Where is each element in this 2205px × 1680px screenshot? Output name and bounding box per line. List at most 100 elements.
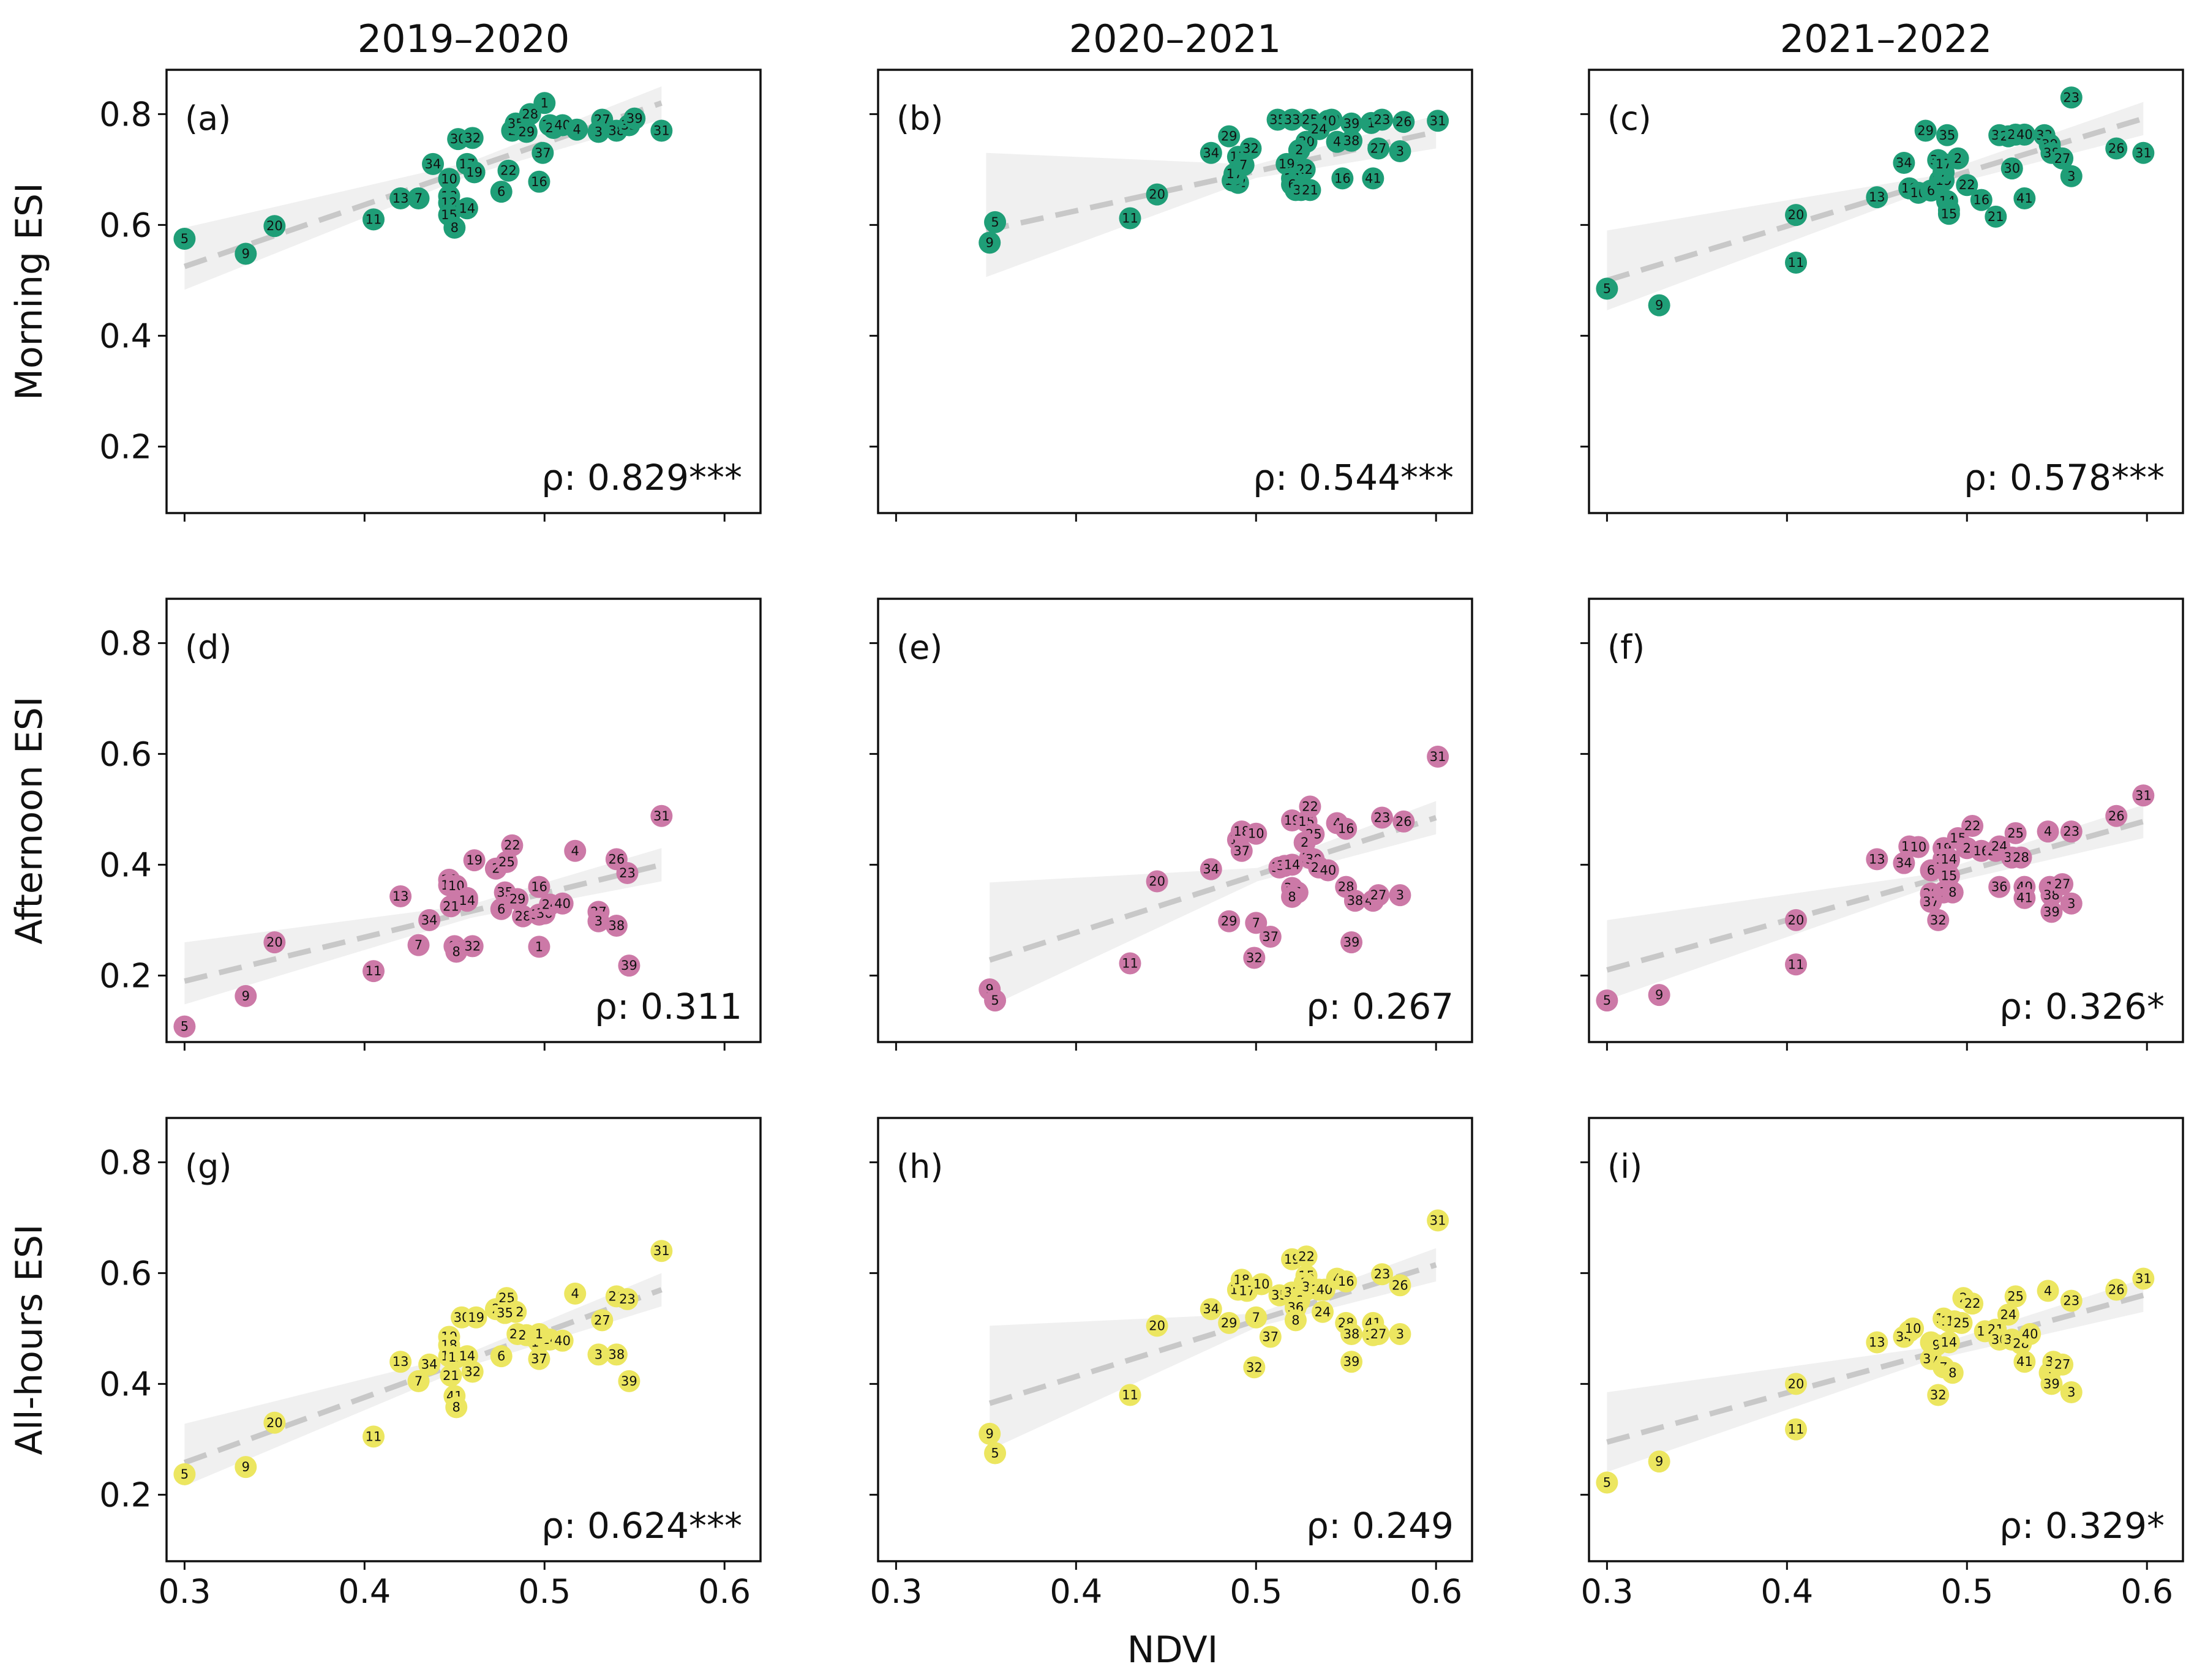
point-label: 23 <box>1374 810 1391 825</box>
point-label: 34 <box>421 1357 438 1372</box>
data-point <box>1914 119 1937 142</box>
point-label: 6 <box>497 1349 505 1363</box>
data-point <box>2105 1278 2128 1301</box>
point-label: 4 <box>571 844 579 858</box>
point-label: 39 <box>1343 1354 1360 1369</box>
scatter-panel: 9511203429131810377373235331915222522130… <box>870 598 1473 1051</box>
point-label: 14 <box>1941 1335 1958 1350</box>
trend-line <box>184 862 663 984</box>
data-point <box>1785 251 1808 274</box>
panel-label: (d) <box>185 628 231 667</box>
data-point <box>1312 1300 1334 1323</box>
data-point <box>1245 1306 1268 1329</box>
data-point <box>1937 864 1960 887</box>
point-label: 20 <box>266 1416 283 1430</box>
x-tick-label: 0.3 <box>158 1572 211 1611</box>
point-label: 23 <box>2063 824 2079 839</box>
panel-label: (f) <box>1607 628 1645 667</box>
panel-label: (c) <box>1607 99 1651 138</box>
data-point <box>528 936 550 958</box>
data-point <box>2019 1322 2042 1345</box>
column-title: 2019–2020 <box>358 17 570 61</box>
point-label: 8 <box>1288 890 1296 904</box>
x-tick-label: 0.5 <box>1230 1572 1282 1611</box>
point-label: 3 <box>1396 888 1404 902</box>
data-point <box>1284 1309 1307 1332</box>
data-point <box>2105 137 2128 160</box>
confidence-band <box>184 86 662 290</box>
row-label: All-hours ESI <box>8 1224 51 1455</box>
y-tick-label: 0.8 <box>99 1143 152 1182</box>
x-tick-label: 0.6 <box>698 1572 751 1611</box>
data-point <box>1596 989 1618 1012</box>
point-label: 41 <box>2016 891 2033 906</box>
point-label: 1 <box>541 96 549 110</box>
data-point <box>1243 1356 1266 1379</box>
data-point <box>1389 1322 1411 1345</box>
data-point <box>463 161 486 184</box>
point-label: 38 <box>608 918 625 933</box>
point-label: 9 <box>1655 988 1663 1002</box>
point-label: 11 <box>366 1429 382 1444</box>
panel-label: (b) <box>896 99 943 138</box>
data-point <box>1937 848 1960 871</box>
data-point <box>1288 139 1310 162</box>
point-label: 39 <box>1343 116 1360 131</box>
data-point <box>2060 86 2083 109</box>
data-point <box>1200 141 1222 164</box>
data-point <box>1230 839 1253 862</box>
data-point <box>1340 1351 1363 1373</box>
point-label: 5 <box>1603 993 1611 1008</box>
point-label: 27 <box>594 1313 610 1327</box>
data-point <box>618 1370 640 1392</box>
data-point <box>1243 947 1266 969</box>
point-label: 24 <box>1315 1305 1331 1319</box>
data-point <box>551 1329 574 1352</box>
point-label: 10 <box>1253 1277 1270 1292</box>
point-label: 10 <box>1910 839 1927 854</box>
data-point <box>1146 1314 1168 1337</box>
point-label: 16 <box>531 174 547 189</box>
data-point <box>1648 294 1670 317</box>
data-point <box>1893 152 1915 174</box>
column-title: 2021–2022 <box>1780 17 1993 61</box>
data-point <box>173 1015 196 1038</box>
data-point <box>1335 1270 1358 1292</box>
point-label: 31 <box>653 1243 670 1258</box>
data-point <box>490 1345 513 1368</box>
point-label: 4 <box>573 122 580 137</box>
point-label: 32 <box>1246 1360 1263 1374</box>
data-point <box>461 1360 484 1383</box>
trend-line <box>988 815 1437 963</box>
point-label: 4 <box>2044 824 2052 839</box>
point-label: 39 <box>626 111 643 126</box>
data-point <box>591 1309 614 1332</box>
data-point <box>2040 1373 2063 1395</box>
x-tick-label: 0.4 <box>1050 1572 1102 1611</box>
data-point <box>235 984 257 1007</box>
point-label: 37 <box>1262 929 1279 944</box>
confidence-band <box>990 1248 1437 1450</box>
data-point <box>1936 124 1958 146</box>
y-tick-label: 0.4 <box>99 1365 152 1403</box>
data-point <box>979 1422 1001 1445</box>
data-point <box>1281 885 1304 908</box>
data-point <box>1245 912 1268 934</box>
panel-label: (a) <box>185 99 231 138</box>
y-tick-label: 0.6 <box>99 735 152 773</box>
data-point <box>1947 147 1969 170</box>
data-point <box>1340 112 1363 135</box>
point-label: 3 <box>595 1347 603 1362</box>
data-point <box>1362 167 1384 190</box>
data-point <box>1281 108 1304 131</box>
data-point <box>616 861 639 884</box>
point-label: 34 <box>425 157 441 171</box>
data-point <box>984 989 1007 1012</box>
point-label: 25 <box>2007 1289 2024 1303</box>
point-label: 5 <box>181 1019 189 1034</box>
point-label: 20 <box>1149 1318 1165 1333</box>
data-point <box>1950 1311 1973 1334</box>
data-point <box>501 834 524 857</box>
data-point <box>1907 836 1929 858</box>
data-point <box>2013 1351 2036 1373</box>
